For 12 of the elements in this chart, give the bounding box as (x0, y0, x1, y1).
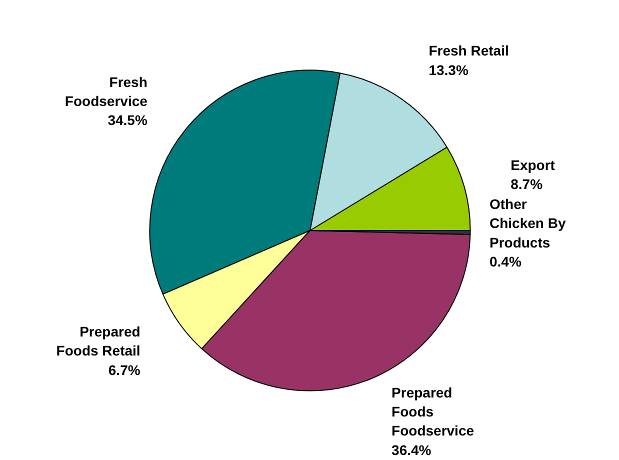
data-label: 0.4% (489, 254, 522, 270)
slice-label: Other Chicken By Products (489, 196, 566, 250)
slice-label: Fresh Retail (428, 42, 509, 59)
data-label: 6.7% (108, 362, 141, 378)
slice-label: Fresh Foodservice (64, 74, 148, 109)
slice-label: Prepared Foods Retail (56, 323, 140, 359)
data-label: 34.5% (108, 112, 148, 128)
slice-label: Export (510, 156, 556, 173)
data-label: 36.4% (392, 442, 432, 458)
data-label: 13.3% (428, 62, 469, 78)
data-label: 8.7% (510, 176, 544, 192)
slice-label: Prepared Foods Foodservice (392, 384, 474, 439)
